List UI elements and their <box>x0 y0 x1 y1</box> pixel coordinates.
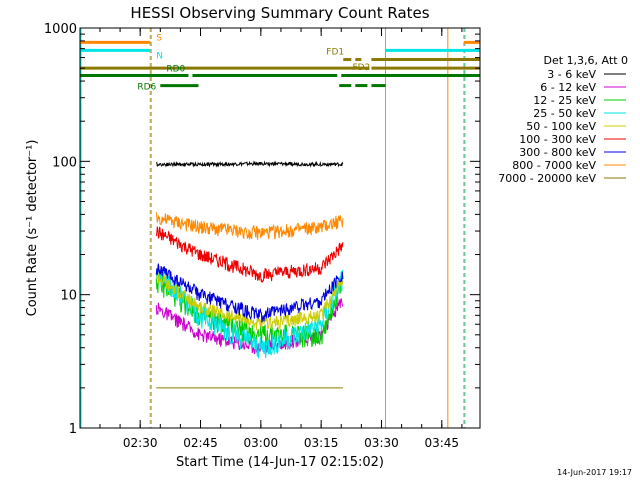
series-line <box>155 160 344 168</box>
marker-lines <box>80 28 466 428</box>
chart-title: HESSI Observing Summary Count Rates <box>130 4 429 22</box>
legend-item-label: 50 - 100 keV <box>526 120 596 133</box>
flag-bar-label: N <box>156 51 163 61</box>
series-line <box>156 272 344 331</box>
y-tick-label: 100 <box>52 155 77 170</box>
x-tick-label: 02:45 <box>183 436 218 450</box>
x-tick-label: 02:30 <box>123 436 158 450</box>
x-tick-label: 03:45 <box>424 436 459 450</box>
y-tick-label: 1000 <box>44 22 77 37</box>
legend-item-label: 3 - 6 keV <box>547 68 596 81</box>
flag-bar-label: RD6 <box>137 83 156 93</box>
axes: 02:30 02:45 03:00 03:15 03:30 03:45 1 10 100 1000 <box>44 22 480 450</box>
flag-bar-label: S <box>156 33 162 43</box>
legend-item-label: 300 - 800 keV <box>519 146 596 159</box>
legend-item-label: 6 - 12 keV <box>540 81 596 94</box>
footer-timestamp: 14-Jun-2017 19:17 <box>557 468 632 477</box>
legend-item-label: 100 - 300 keV <box>519 133 596 146</box>
flag-bars: SN FD1 FD2 RD0 RD6 <box>80 33 480 93</box>
legend-item-label: 7000 - 20000 keV <box>498 172 596 185</box>
series-line <box>155 264 344 359</box>
plot-frame <box>79 27 481 429</box>
flag-bar-label: FD1 <box>326 48 344 58</box>
legend-item-label: 12 - 25 keV <box>533 94 596 107</box>
y-tick-label: 10 <box>60 289 77 304</box>
y-axis-label: Count Rate (s⁻¹ detector⁻¹) <box>25 140 40 317</box>
series-line <box>155 212 344 240</box>
x-axis-label: Start Time (14-Jun-17 02:15:02) <box>176 455 384 470</box>
series-line <box>155 263 344 323</box>
y-tick-label: 1 <box>69 422 77 437</box>
flag-bar-label: RD0 <box>166 65 185 75</box>
series-lines <box>155 160 344 389</box>
x-tick-label: 03:00 <box>244 436 279 450</box>
legend-item-label: 800 - 7000 keV <box>512 159 596 172</box>
legend-item-label: 25 - 50 keV <box>533 107 596 120</box>
flag-bar-label: FD2 <box>352 63 370 73</box>
x-tick-label: 03:15 <box>304 436 339 450</box>
legend-title: Det 1,3,6, Att 0 <box>544 54 628 67</box>
series-line <box>155 226 344 283</box>
x-tick-label: 03:30 <box>364 436 399 450</box>
